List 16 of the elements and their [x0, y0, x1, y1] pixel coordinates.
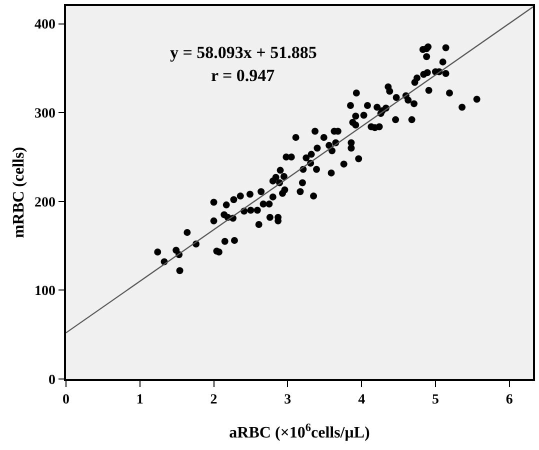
x-tick-label: 5 — [432, 392, 439, 408]
y-axis-title: mRBC (cells) — [10, 146, 28, 238]
x-tick-label: 2 — [210, 392, 218, 408]
annotation: r = 0.947 — [211, 66, 276, 85]
x-tick-label: 3 — [284, 392, 292, 408]
x-tick-label: 0 — [62, 392, 70, 408]
y-tick-label: 200 — [34, 195, 56, 210]
x-tick-label: 1 — [136, 392, 144, 408]
y-tick-label: 400 — [34, 18, 56, 33]
y-tick-label: 0 — [48, 372, 56, 388]
y-tick-label: 100 — [34, 284, 56, 300]
x-axis-title: aRBC (×10$^{6}$cells/μL) — [229, 422, 370, 442]
x-tick-label: 4 — [358, 392, 366, 408]
x-tick-label: 6 — [506, 392, 513, 408]
annotation: y = 58.093x + 51.885 — [170, 43, 317, 62]
y-tick-label: 300 — [34, 106, 56, 122]
